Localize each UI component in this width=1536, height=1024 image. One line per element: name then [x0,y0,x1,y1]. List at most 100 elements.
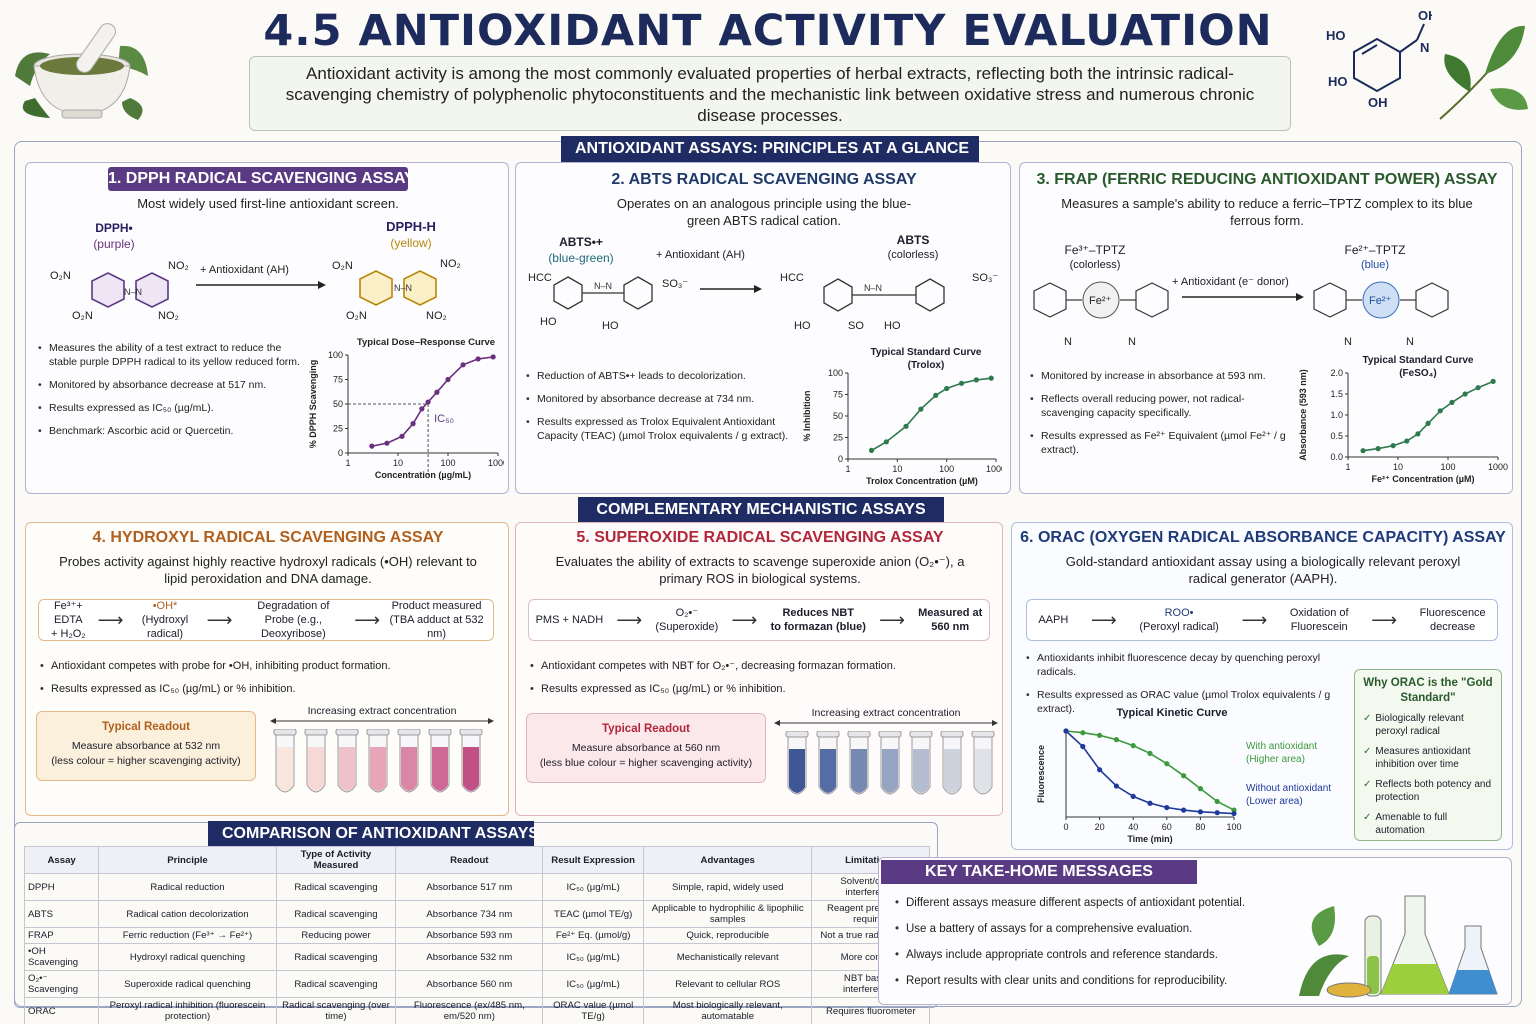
y-axis-label: % DPPH Scavenging [308,360,318,449]
orac-flow-step: Fluorescence decrease [1419,607,1486,633]
hydroxyl-readout-text: Measure absorbance at 532 nm [71,740,221,752]
orac-flow-step: Oxidation of Fluorescein [1289,607,1349,633]
arrow-right-icon: ⟶ [97,610,124,630]
y-axis-label: % Inhibition [802,391,812,442]
table-cell: Most biologically relevant, automatable [642,997,813,1024]
abts-panel: 2. ABTS RADICAL SCAVENGING ASSAY Operate… [515,162,1011,494]
dpph-no2-bottom: NO₂ [158,310,179,322]
page-title: 4.5 ANTIOXIDANT ACTIVITY EVALUATION [263,6,1273,56]
abts-reaction-svg: N–N N–N HCC HO HO SO₃⁻ + Antioxidant (AH… [528,272,998,332]
table-cell: TEAC (µmol TE/g) [542,900,644,928]
data-point [1415,431,1421,437]
dpph-bullet: Monitored by absorbance decrease at 517 … [38,378,306,392]
y-tick-label: 25 [333,424,343,434]
table-cell: Applicable to hydrophilic & lipophilic s… [642,900,813,928]
tube-cap [459,729,483,736]
orac-bullet: Antioxidants inhibit fluorescence decay … [1026,651,1356,679]
takehome-bullet: Report results with clear units and cond… [895,974,1295,988]
data-point [1164,804,1170,811]
tube-cap [971,731,995,738]
x-tick-label: 80 [1195,822,1205,832]
dpph-reagent: + Antioxidant (AH) [200,264,289,276]
x-axis-label: Concentration (µg/mL) [375,470,471,480]
data-point [1080,743,1086,750]
table-cell: Radical cation decolorization [98,900,277,928]
y-tick-label: 0 [838,454,843,464]
arrow-right-icon: ⟶ [354,610,381,630]
x-tick-label: 60 [1162,822,1172,832]
data-point [1437,408,1443,414]
dpph-title-bar: 1. DPPH RADICAL SCAVENGING ASSAY [108,167,415,191]
x-tick-label: 1000 [1488,462,1508,472]
table-cell: Simple, rapid, widely used [642,873,813,901]
data-point [1231,810,1237,817]
abts-label-so3: SO₃⁻ [662,278,688,290]
frap-n2: N [1128,336,1136,348]
molecule-label-oh-top: OH [1418,8,1432,23]
superoxide-gradient-arrow [774,720,998,726]
dpph-reaction-svg: N–N O₂N NO₂ O₂N NO₂ + Antioxidant (AH) N… [50,258,461,322]
data-point [410,421,416,427]
dpph-product-no2-bottom: NO₂ [426,310,447,322]
x-axis-label: Time (min) [1127,834,1172,844]
y-tick-label: 75 [333,375,343,385]
tube-liquid [277,747,293,791]
takehome-panel: KEY TAKE-HOME MESSAGES Different assays … [878,857,1512,1005]
frap-bullet: Results expressed as Fe²⁺ Equivalent (µm… [1030,429,1292,457]
arrow-right-icon: ⟶ [879,610,905,630]
superoxide-readout-title: Typical Readout [602,723,690,735]
data-point [1425,420,1431,426]
takehome-bullets: Different assays measure different aspec… [895,896,1295,997]
takehome-title: KEY TAKE-HOME MESSAGES [881,860,1197,884]
comparison-table-wrap: Assay Principle Type of Activity Measured R… [23,846,930,1024]
y-tick-label: 50 [333,399,343,409]
data-point [918,406,924,412]
frap-product-label: Fe²⁺–TPTZ [1344,243,1406,257]
tube-liquid [913,749,929,793]
frap-chart-sub: (FeSO₄) [1399,368,1437,379]
data-point [369,443,375,449]
dpph-desc: Most widely used first-line antioxidant … [137,196,399,211]
y-tick-label: 1.0 [1330,410,1343,420]
y-tick-label: 50 [833,411,843,421]
data-point [1475,385,1481,391]
table-row: DPPH Radical reduction Radical scavenging A… [23,873,930,901]
hydroxyl-bullet: Results expressed as IC₅₀ (µg/mL) or % i… [40,682,500,696]
x-tick-label: 1 [345,458,350,468]
table-cell: ORAC value (µmol TE/g) [542,997,644,1024]
hydroxyl-title: 4. HYDROXYL RADICAL SCAVENGING ASSAY [92,529,444,546]
data-point [1490,378,1496,384]
data-point [1181,773,1187,779]
abts-product-ho: HO [794,320,811,332]
hydroxyl-flow-step: •OH* (Hydroxyl radical) [141,600,189,640]
superoxide-flow-step: Measured at 560 nm [918,607,983,633]
frap-bullet: Monitored by increase in absorbance at 5… [1030,369,1292,383]
tube-cap [335,729,359,736]
tube-liquid [944,749,960,793]
x-tick-label: 1 [1345,462,1350,472]
table-cell: Fe²⁺ Eq. (µmol/g) [542,927,644,944]
arrow-right-icon: ⟶ [616,610,643,630]
frap-product-color: (blue) [1360,259,1390,271]
y-tick-label: 2.0 [1330,368,1343,378]
table-cell: Hydroxyl radical quenching [98,943,277,971]
orac-bullet: Results expressed as ORAC value (µmol Tr… [1026,688,1356,716]
abts-chart-sub: (Trolox) [907,360,945,371]
data-point [1147,750,1153,756]
table-cell: Peroxyl radical inhibition (fluorescein … [98,997,277,1024]
table-row: ABTS Radical cation decolorization Radical… [23,900,930,928]
dpph-product-color: (yellow) [390,236,432,250]
hydroxyl-readout-box: Typical Readout Measure absorbance at 53… [36,711,256,781]
dpph-o2n-top: O₂N [50,270,71,282]
x-tick-label: 100 [939,464,954,474]
table-cell: ABTS [23,900,100,928]
takehome-bullet: Use a battery of assays for a comprehens… [895,922,1295,936]
table-header-cell: Readout [395,846,544,874]
arrow-right-icon: ⟶ [731,610,758,630]
data-point [1113,783,1119,789]
data-point [1147,800,1153,806]
y-tick-label: 25 [833,433,843,443]
dpph-bullet: Benchmark: Ascorbic acid or Quercetin. [38,424,306,438]
superoxide-flow-step: PMS + NADH [535,614,604,626]
superoxide-flow-step: O₂•⁻ (Superoxide) [655,607,719,633]
